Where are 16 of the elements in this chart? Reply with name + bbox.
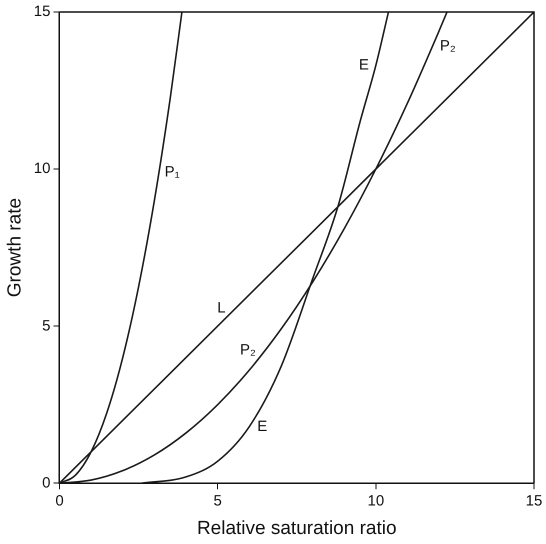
x-tick-label: 0 — [55, 492, 64, 510]
annotation: P₂ — [240, 342, 256, 359]
annotation: L — [217, 300, 226, 317]
x-tick-label: 10 — [367, 492, 384, 510]
x-tick-label: 5 — [213, 492, 222, 510]
y-axis-title: Growth rate — [4, 198, 26, 298]
y-tick-label: 15 — [34, 3, 50, 20]
x-axis-title: Relative saturation ratio — [196, 518, 397, 539]
annotation: E — [358, 56, 369, 74]
y-tick-label: 10 — [34, 160, 50, 178]
annotation: P₂ — [440, 38, 456, 55]
y-tick-label: 5 — [42, 317, 50, 334]
y-tick-label: 0 — [42, 474, 50, 492]
x-tick-label: 15 — [526, 492, 542, 510]
annotation: P₁ — [164, 163, 180, 180]
annotation: E — [257, 418, 268, 435]
